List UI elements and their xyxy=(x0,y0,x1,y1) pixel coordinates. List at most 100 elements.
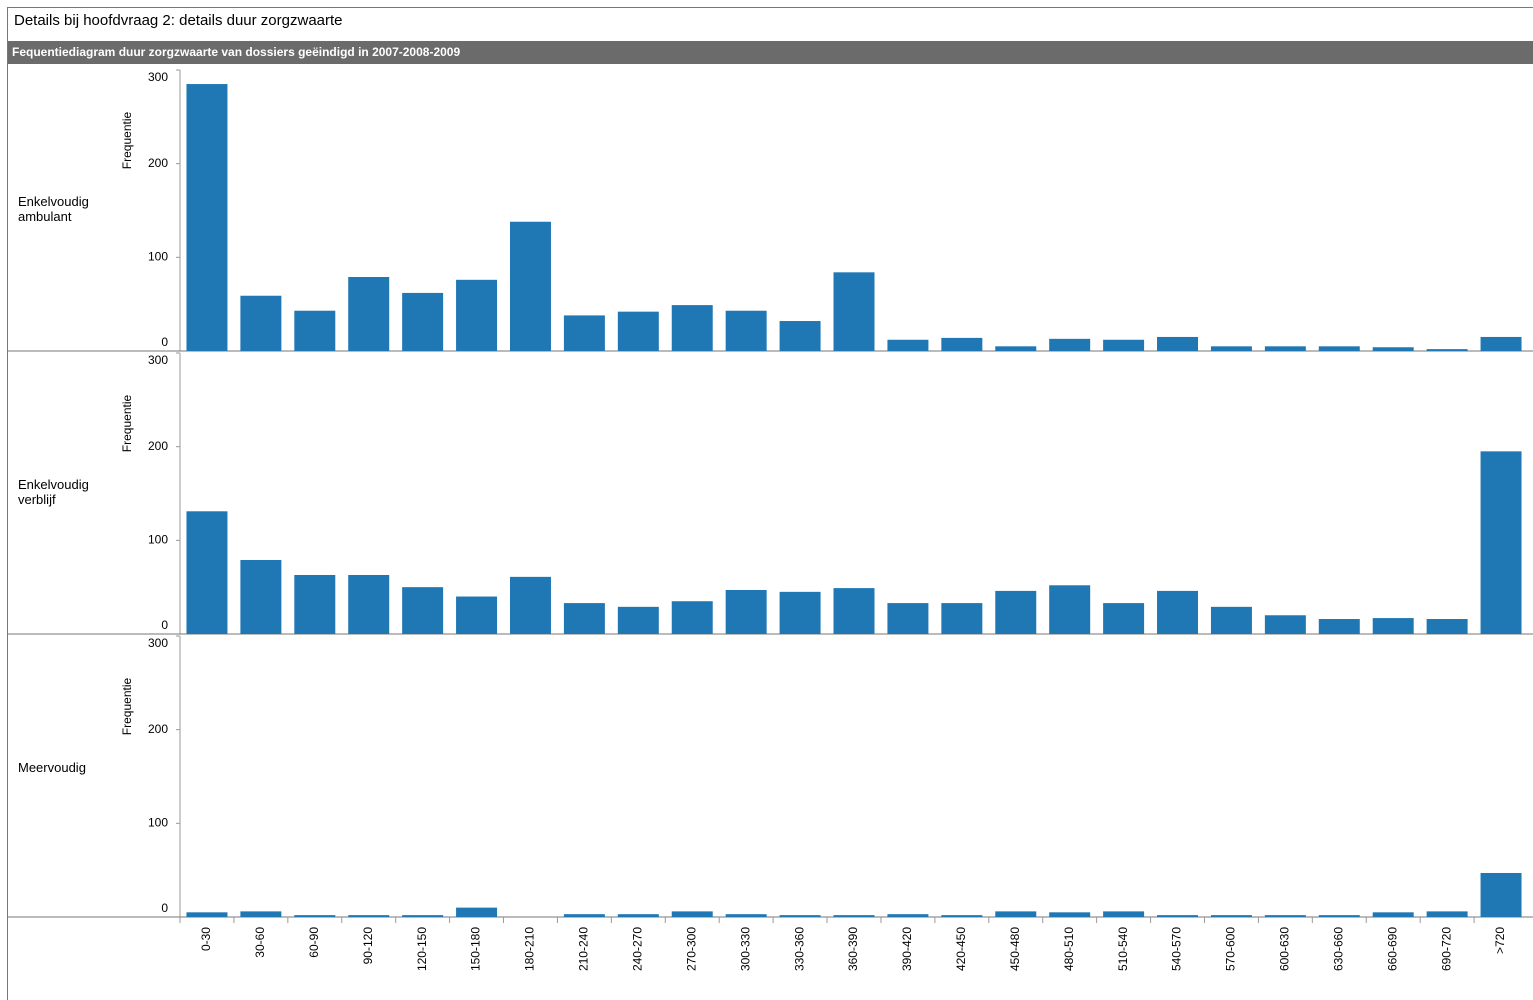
x-tick-label: 390-420 xyxy=(900,927,914,971)
bar xyxy=(995,590,1037,634)
x-tick-label: 660-690 xyxy=(1385,927,1399,971)
bar xyxy=(294,310,336,351)
x-tick-label: 540-570 xyxy=(1170,927,1184,971)
bar xyxy=(240,911,282,917)
y-tick-label: 200 xyxy=(148,156,168,170)
bar xyxy=(1103,911,1145,917)
y-tick-label: 100 xyxy=(148,816,168,830)
bar xyxy=(1480,451,1522,634)
x-tick-label: 270-300 xyxy=(684,927,698,971)
y-axis-label: Frequentie xyxy=(120,677,134,735)
bar xyxy=(186,511,228,634)
bar xyxy=(1480,872,1522,917)
bar xyxy=(563,914,605,917)
y-tick-label: 200 xyxy=(148,439,168,453)
page-border xyxy=(7,7,1533,1000)
bar xyxy=(294,915,336,917)
bar xyxy=(887,603,929,634)
y-tick-label: 200 xyxy=(148,722,168,736)
bar xyxy=(1318,619,1360,634)
x-tick-label: 450-480 xyxy=(1008,927,1022,971)
bar xyxy=(725,914,767,917)
bar xyxy=(186,84,228,352)
x-tick-label: 570-600 xyxy=(1224,927,1238,971)
bar xyxy=(1372,618,1414,634)
y-tick-label: 0 xyxy=(161,618,168,632)
title-bar xyxy=(8,41,1533,64)
bar xyxy=(509,221,551,351)
bar xyxy=(240,560,282,634)
bar xyxy=(1426,619,1468,634)
x-tick-label: 240-270 xyxy=(630,927,644,971)
bar xyxy=(1157,915,1199,917)
bar xyxy=(671,305,713,351)
bar xyxy=(995,911,1037,917)
y-tick-label: 300 xyxy=(148,636,168,650)
bar xyxy=(1103,339,1145,351)
y-axis-label: Frequentie xyxy=(120,111,134,169)
bar xyxy=(294,574,336,634)
x-tick-label: 510-540 xyxy=(1116,927,1130,971)
bar xyxy=(1157,336,1199,351)
bar xyxy=(240,295,282,351)
page-title: Details bij hoofdvraag 2: details duur z… xyxy=(14,12,343,29)
x-tick-label: 330-360 xyxy=(792,927,806,971)
x-tick-label: 180-210 xyxy=(523,927,537,971)
x-tick-label: 0-30 xyxy=(199,927,213,951)
bar xyxy=(833,915,875,917)
bar xyxy=(725,310,767,351)
bar xyxy=(833,272,875,351)
x-tick-label: >720 xyxy=(1493,927,1507,954)
bar xyxy=(995,346,1037,351)
x-tick-label: 30-60 xyxy=(253,927,267,958)
bar xyxy=(1318,346,1360,351)
bar xyxy=(1264,615,1306,634)
bar xyxy=(1372,347,1414,351)
bar xyxy=(1103,603,1145,634)
bar xyxy=(617,311,659,351)
bar xyxy=(456,279,498,351)
bar xyxy=(509,576,551,634)
bar xyxy=(456,907,498,917)
bar xyxy=(887,914,929,917)
y-tick-label: 100 xyxy=(148,250,168,264)
y-tick-label: 300 xyxy=(148,70,168,84)
bar xyxy=(1049,338,1091,351)
bar xyxy=(1157,590,1199,634)
bar xyxy=(186,912,228,917)
bar xyxy=(941,603,983,634)
bar xyxy=(779,915,821,917)
row-label: Enkelvoudig ambulant xyxy=(18,194,89,224)
x-tick-label: 630-660 xyxy=(1331,927,1345,971)
bar xyxy=(617,606,659,634)
bar xyxy=(779,591,821,634)
y-axis-label: Frequentie xyxy=(120,394,134,452)
bar xyxy=(1372,912,1414,917)
bar xyxy=(1210,346,1252,351)
x-tick-label: 300-330 xyxy=(738,927,752,971)
bar xyxy=(1480,336,1522,351)
x-tick-label: 60-90 xyxy=(307,927,321,958)
x-tick-label: 420-450 xyxy=(954,927,968,971)
y-tick-label: 300 xyxy=(148,353,168,367)
bar xyxy=(1264,915,1306,917)
x-tick-label: 600-630 xyxy=(1278,927,1292,971)
bar xyxy=(1210,606,1252,634)
x-tick-label: 690-720 xyxy=(1439,927,1453,971)
bar xyxy=(563,603,605,634)
y-tick-label: 0 xyxy=(161,335,168,349)
bar xyxy=(617,914,659,917)
bar xyxy=(941,915,983,917)
bar xyxy=(779,321,821,351)
row-label: Meervoudig xyxy=(18,760,86,775)
bar xyxy=(725,589,767,634)
bar xyxy=(1049,912,1091,917)
bar xyxy=(1210,915,1252,917)
bar xyxy=(1426,349,1468,351)
bar xyxy=(671,601,713,634)
bar xyxy=(402,587,444,634)
bar xyxy=(833,588,875,634)
x-tick-label: 120-150 xyxy=(415,927,429,971)
